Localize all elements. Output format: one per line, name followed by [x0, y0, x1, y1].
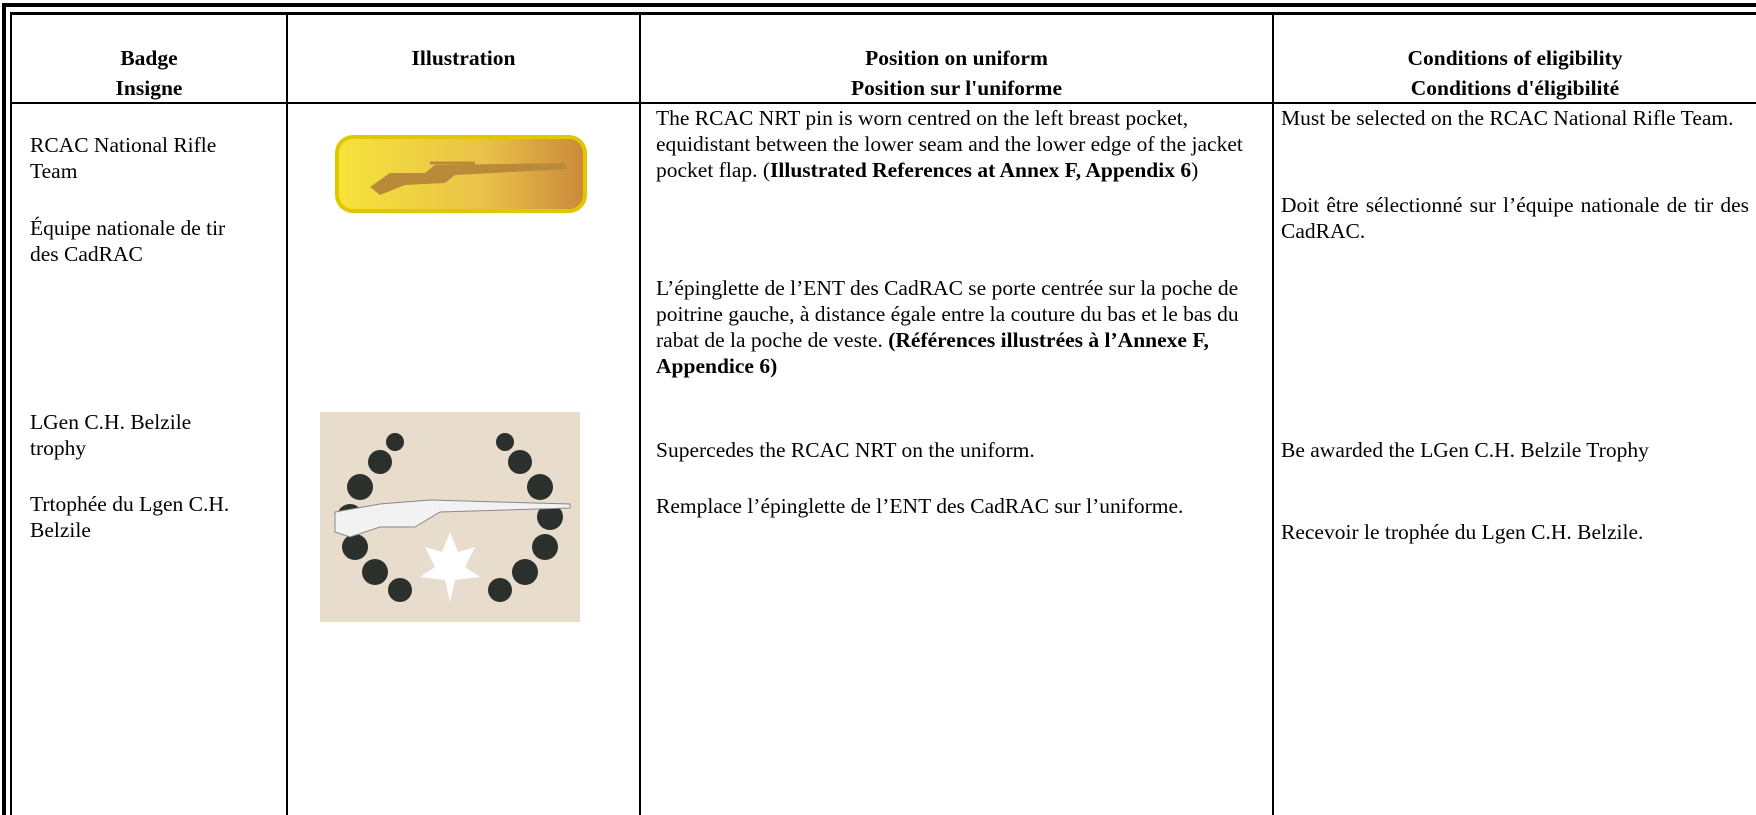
- border: [10, 12, 1756, 15]
- border: [639, 12, 641, 815]
- badge-name: RCAC National Rifle Team: [30, 133, 217, 183]
- text: ): [1191, 158, 1199, 182]
- position-text: Supercedes the RCAC NRT on the uniform.: [656, 438, 1035, 462]
- header-text: Conditions of eligibility: [1407, 46, 1623, 70]
- condition-text: Doit être sélectionné sur l’équipe natio…: [1281, 193, 1749, 243]
- header-text: Conditions d'éligibilité: [1410, 76, 1620, 100]
- header-text: Position sur l'uniforme: [850, 76, 1063, 100]
- position-text: The RCAC NRT pin is worn centred on the …: [656, 105, 1256, 183]
- header-cell: Badge Insigne: [12, 45, 286, 101]
- border: [10, 12, 12, 815]
- badge-name: Trtophée du Lgen C.H. Belzile: [30, 492, 230, 542]
- badge-name: LGen C.H. Belzile trophy: [30, 410, 192, 460]
- border: [286, 12, 288, 815]
- condition-text: Must be selected on the RCAC National Ri…: [1281, 106, 1734, 130]
- border: [2, 3, 6, 815]
- nrt-pin-image: [335, 135, 587, 213]
- bold-text: Illustrated References at Annex F, Appen…: [770, 158, 1192, 182]
- belzile-trophy-image: [320, 412, 580, 622]
- header-text: Insigne: [115, 76, 183, 100]
- badge-name: Équipe nationale de tir des CadRAC: [30, 216, 226, 266]
- position-text: Remplace l’épinglette de l’ENT des CadRA…: [656, 494, 1184, 518]
- bold-text: (Références illustrées à l’Annexe F, App…: [656, 328, 1209, 378]
- header-text: Illustration: [411, 46, 516, 70]
- text: L’épinglette de l’ENT des CadRAC se port…: [656, 276, 1239, 352]
- text: The RCAC NRT pin is worn centred on the …: [656, 106, 1243, 182]
- position-text: L’épinglette de l’ENT des CadRAC se port…: [656, 275, 1256, 379]
- border: [1272, 12, 1274, 815]
- header-cell: Conditions of eligibility Conditions d'é…: [1274, 45, 1756, 101]
- condition-text: Be awarded the LGen C.H. Belzile Trophy: [1281, 438, 1649, 462]
- condition-text: Recevoir le trophée du Lgen C.H. Belzile…: [1281, 520, 1644, 544]
- border: [10, 102, 1756, 104]
- header-text: Position on uniform: [865, 46, 1048, 70]
- header-cell: Position on uniform Position sur l'unifo…: [641, 45, 1272, 101]
- header-text: Badge: [120, 46, 178, 70]
- border: [2, 3, 1756, 7]
